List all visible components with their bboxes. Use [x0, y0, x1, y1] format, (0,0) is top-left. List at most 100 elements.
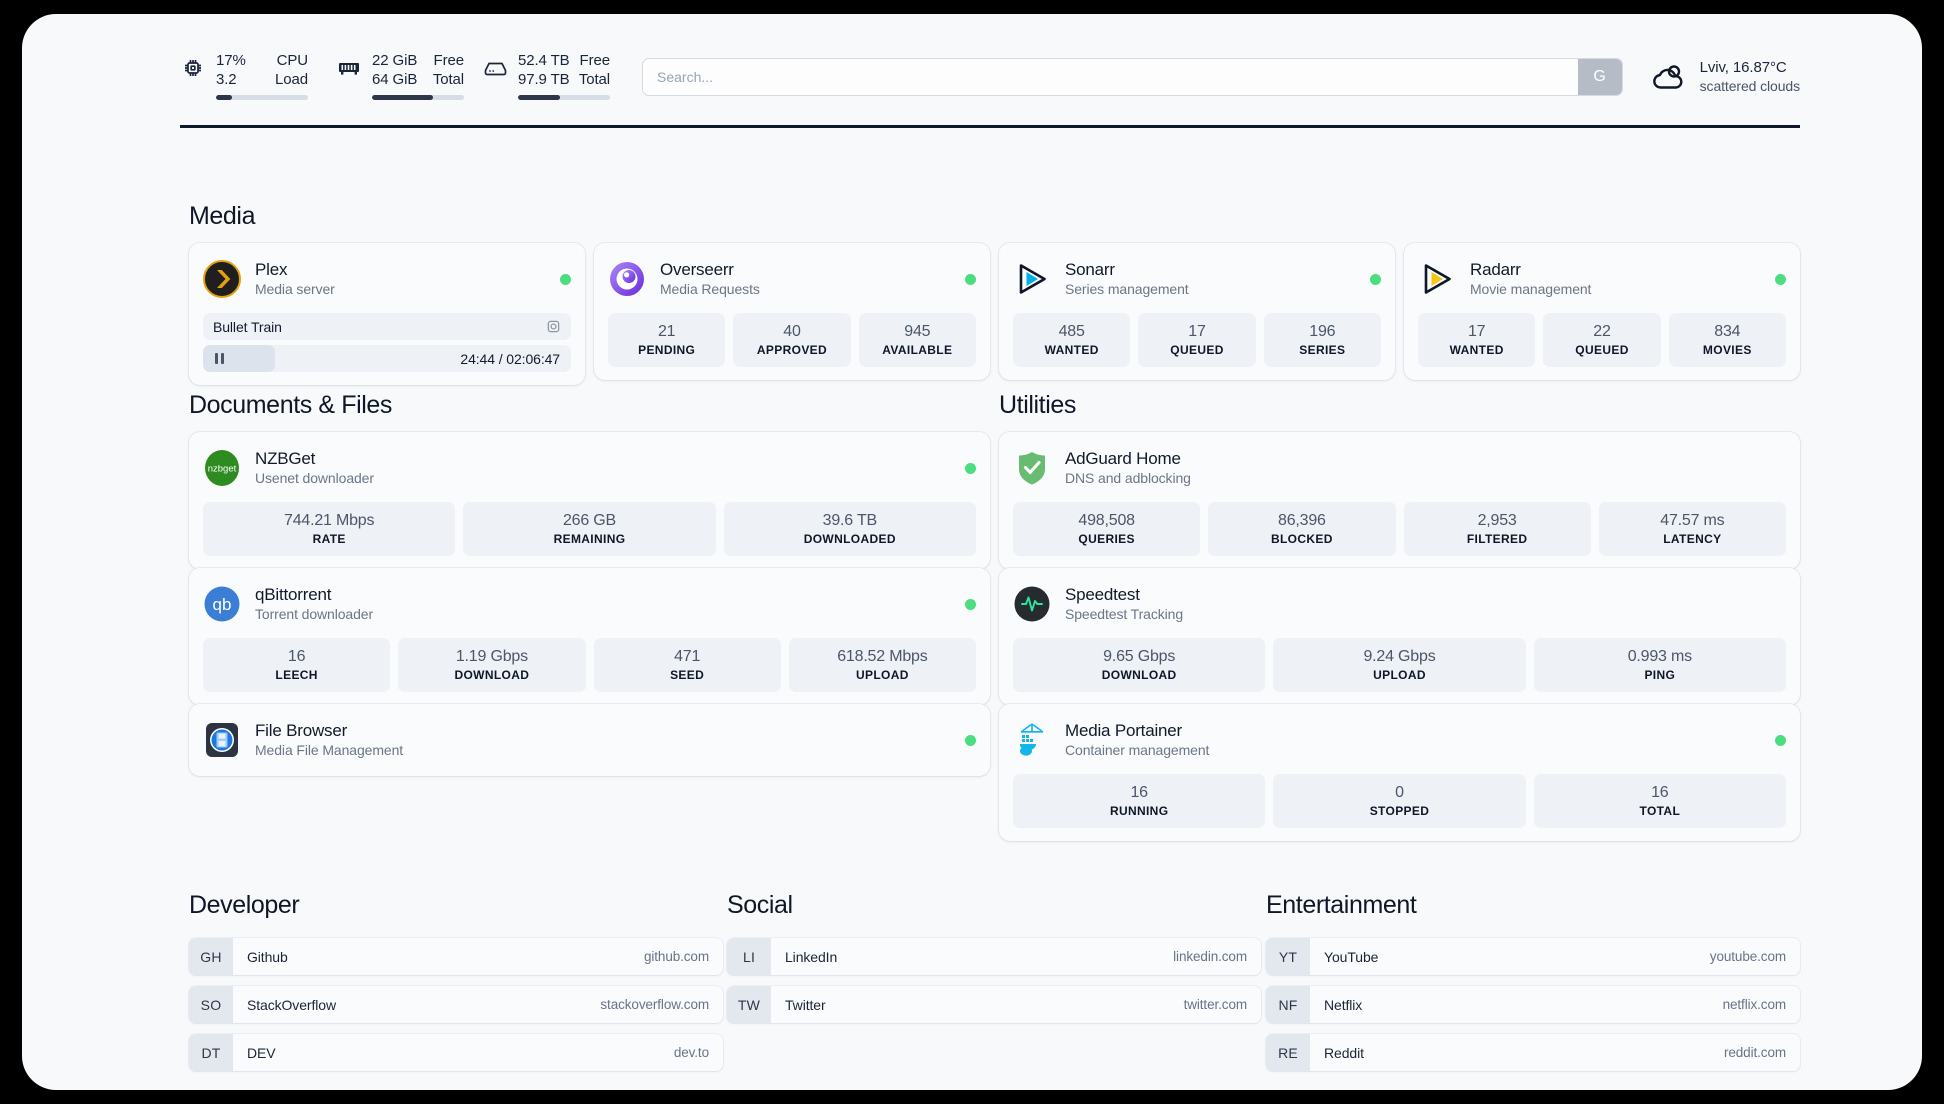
app-description: Series management	[1065, 281, 1189, 297]
bookmark-badge: RE	[1266, 1034, 1310, 1071]
app-description: Speedtest Tracking	[1065, 606, 1184, 622]
bookmark-group-title: Entertainment	[1266, 891, 1417, 919]
stat-label: WANTED	[1449, 343, 1504, 357]
app-description: Movie management	[1470, 281, 1592, 297]
stat-tile: 16 TOTAL	[1533, 774, 1786, 828]
bookmark-name: Netflix	[1324, 996, 1363, 1013]
overseerr-card[interactable]: Overseerr Media Requests 21 PENDING 40 A…	[594, 243, 990, 380]
now-playing-row[interactable]: Bullet Train	[203, 313, 571, 340]
stat-tile: 471 SEED	[593, 638, 781, 692]
portainer-card[interactable]: Media Portainer Container management 16 …	[999, 704, 1800, 841]
search-engine-button[interactable]: G	[1577, 59, 1622, 95]
app-name: NZBGet	[255, 449, 316, 468]
status-indicator-dot	[965, 462, 976, 474]
pause-icon[interactable]	[215, 353, 224, 364]
stat-tile: 0 STOPPED	[1273, 774, 1526, 828]
app-description: Media File Management	[255, 742, 404, 758]
sonarr-card[interactable]: Sonarr Series management 485 WANTED 17 Q…	[999, 243, 1395, 380]
app-name: Sonarr	[1065, 260, 1115, 279]
cast-icon[interactable]	[546, 319, 561, 334]
stat-label: TOTAL	[1639, 804, 1681, 818]
nzbget-card[interactable]: nzbget NZBGet Usenet downloader 744.21 M…	[189, 432, 990, 569]
bookmark-name: DEV	[247, 1044, 276, 1061]
card-header: AdGuard Home DNS and adblocking	[1013, 445, 1786, 491]
disk-label-bottom: Total	[578, 71, 610, 88]
bookmark-group-developer: Developer GH Github github.com SO StackO…	[189, 891, 723, 1082]
search-input[interactable]	[643, 59, 1578, 95]
documents-section-title: Documents & Files	[189, 391, 392, 419]
bookmark-url: linkedin.com	[1173, 949, 1247, 964]
hard-disk-icon	[482, 55, 508, 81]
stat-value: 471	[674, 648, 701, 665]
stat-label: PENDING	[638, 343, 696, 357]
bookmark-item-netflix[interactable]: NF Netflix netflix.com	[1266, 986, 1800, 1023]
status-indicator-dot	[965, 598, 976, 610]
stats-row: 21 PENDING 40 APPROVED 945 AVAILABLE	[608, 313, 976, 367]
stat-value: 618.52 Mbps	[837, 648, 928, 665]
stats-row: 16 LEECH 1.19 Gbps DOWNLOAD 471 SEED 618…	[203, 638, 976, 692]
card-header: Overseerr Media Requests	[608, 256, 976, 302]
stat-tile: 618.52 Mbps UPLOAD	[788, 638, 976, 692]
bookmark-badge: SO	[189, 986, 233, 1023]
adguard-card[interactable]: AdGuard Home DNS and adblocking 498,508 …	[999, 432, 1800, 569]
portainer-icon	[1013, 721, 1051, 759]
status-indicator-dot	[1370, 273, 1381, 285]
bookmark-item-linkedin[interactable]: LI LinkedIn linkedin.com	[727, 938, 1261, 975]
stat-value: 834	[1714, 323, 1741, 340]
bookmark-name: Twitter	[785, 996, 826, 1013]
bookmark-item-reddit[interactable]: RE Reddit reddit.com	[1266, 1034, 1800, 1071]
stat-value: 17	[1467, 323, 1486, 340]
stat-value: 0	[1395, 784, 1404, 801]
disk-total-value: 97.9 TB	[518, 71, 570, 88]
stat-value: 744.21 Mbps	[284, 512, 375, 529]
memory-free-value: 22 GiB	[372, 52, 418, 69]
media-section-title: Media	[189, 202, 256, 230]
bookmark-item-github[interactable]: GH Github github.com	[189, 938, 723, 975]
utilities-section-title: Utilities	[999, 391, 1076, 419]
app-description: Media Requests	[660, 281, 760, 297]
app-name: File Browser	[255, 721, 348, 740]
bookmark-item-twitter[interactable]: TW Twitter twitter.com	[727, 986, 1261, 1023]
bookmark-name: LinkedIn	[785, 948, 838, 965]
cloud-icon	[1649, 62, 1687, 92]
bookmark-item-stackoverflow[interactable]: SO StackOverflow stackoverflow.com	[189, 986, 723, 1023]
app-name: Radarr	[1470, 260, 1521, 279]
speedtest-icon	[1013, 585, 1051, 623]
cpu-chip-icon	[180, 55, 206, 81]
qbittorrent-card[interactable]: qb qBittorrent Torrent downloader 16 LEE…	[189, 568, 990, 705]
filebrowser-card[interactable]: File Browser Media File Management	[189, 704, 990, 776]
stat-value: 17	[1188, 323, 1206, 340]
stat-tile: 2,953 FILTERED	[1403, 502, 1591, 556]
stat-label: BLOCKED	[1270, 532, 1333, 546]
stat-label: LEECH	[275, 668, 318, 682]
playback-progress-bar[interactable]: 24:44 / 02:06:47	[203, 345, 571, 372]
cpu-label-top: CPU	[276, 52, 308, 69]
card-header: Media Portainer Container management	[1013, 717, 1786, 763]
stat-value: 0.993 ms	[1627, 648, 1692, 665]
plex-card[interactable]: Plex Media server Bullet Train 24:44 / 0…	[189, 243, 585, 385]
radarr-card[interactable]: Radarr Movie management 17 WANTED 22 QUE…	[1404, 243, 1800, 380]
stats-row: 498,508 QUERIES 86,396 BLOCKED 2,953 FIL…	[1013, 502, 1786, 556]
card-header: Plex Media server	[203, 256, 571, 302]
bookmark-url: dev.to	[673, 1045, 709, 1060]
bookmark-url: github.com	[643, 949, 709, 964]
stat-label: REMAINING	[553, 532, 626, 546]
bookmark-item-dev[interactable]: DT DEV dev.to	[189, 1034, 723, 1071]
nzbget-icon: nzbget	[203, 449, 241, 487]
bookmark-badge: LI	[727, 938, 771, 975]
stat-tile: 1.19 Gbps DOWNLOAD	[398, 638, 586, 692]
search-bar[interactable]: G	[642, 58, 1623, 96]
stats-row: 744.21 Mbps RATE 266 GB REMAINING 39.6 T…	[203, 502, 976, 556]
bookmark-group-title: Social	[727, 891, 793, 919]
weather-widget[interactable]: Lviv, 16.87°C scattered clouds	[1649, 58, 1800, 96]
bookmark-url: youtube.com	[1709, 949, 1786, 964]
speedtest-card[interactable]: Speedtest Speedtest Tracking 9.65 Gbps D…	[999, 568, 1800, 705]
stat-tile: 9.24 Gbps UPLOAD	[1273, 638, 1526, 692]
bookmark-item-youtube[interactable]: YT YouTube youtube.com	[1266, 938, 1800, 975]
disk-free-value: 52.4 TB	[518, 52, 570, 69]
plex-icon	[203, 260, 241, 298]
stat-tile: 196 SERIES	[1263, 313, 1381, 367]
bookmark-url: stackoverflow.com	[600, 997, 709, 1012]
cpu-label-bottom: Load	[275, 71, 308, 88]
stat-label: APPROVED	[756, 343, 828, 357]
